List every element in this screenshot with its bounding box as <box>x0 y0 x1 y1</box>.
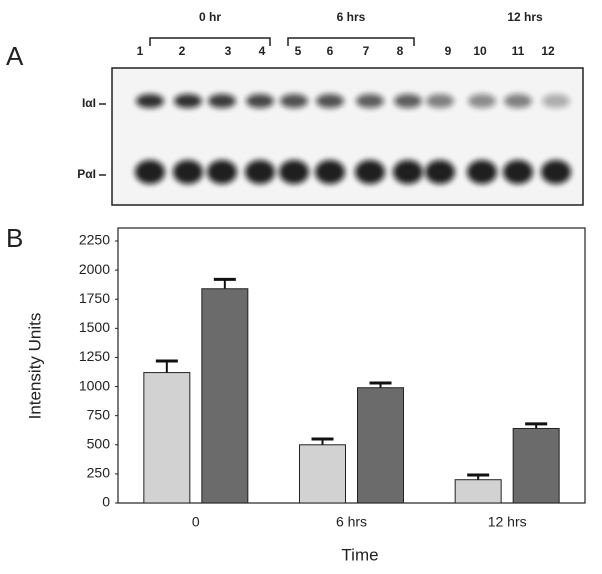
band <box>426 94 454 108</box>
plot-frame <box>117 227 586 504</box>
y-tick-label: 2250 <box>79 232 110 248</box>
x-tick-label: 6 hrs <box>336 514 367 530</box>
group-label: 0 hr <box>199 10 221 24</box>
band <box>173 160 203 184</box>
group-label: 12 hrs <box>507 10 543 24</box>
band <box>315 160 345 184</box>
band <box>207 160 237 184</box>
band <box>208 94 236 108</box>
y-tick-label: 1750 <box>79 290 110 306</box>
row-label: IαI <box>82 96 96 110</box>
band <box>135 160 165 184</box>
lane-number: 12 <box>541 44 555 58</box>
band <box>174 94 202 108</box>
bar <box>299 444 346 504</box>
panel-label: A <box>6 41 24 71</box>
x-tick-label: 12 hrs <box>488 514 527 530</box>
band <box>467 160 497 184</box>
lane-number: 7 <box>363 44 370 58</box>
gel-frame <box>111 67 584 206</box>
x-tick-label: 0 <box>192 514 200 530</box>
y-tick-label: 0 <box>102 494 110 510</box>
x-axis-label: Time <box>341 545 378 564</box>
band <box>468 94 496 108</box>
lane-number: 1 <box>137 44 144 58</box>
lane-number: 5 <box>295 44 302 58</box>
y-axis-label: Intensity Units <box>25 313 44 420</box>
y-tick-label: 2000 <box>79 261 110 277</box>
band <box>356 94 384 108</box>
lane-number: 2 <box>179 44 186 58</box>
lane-number: 6 <box>327 44 334 58</box>
bar <box>512 427 560 504</box>
band <box>425 160 455 184</box>
band <box>393 160 423 184</box>
lane-number: 10 <box>473 44 487 58</box>
gel <box>135 94 571 184</box>
bracket <box>149 37 271 46</box>
y-tick-label: 1250 <box>79 348 110 364</box>
y-tick-label: 250 <box>87 465 111 481</box>
panel-label: B <box>6 223 23 253</box>
band <box>279 160 309 184</box>
band <box>503 160 533 184</box>
y-tick-label: 750 <box>87 406 111 422</box>
group-label: 6 hrs <box>337 10 366 24</box>
band <box>316 94 344 108</box>
band <box>542 94 570 108</box>
row-label: PαI <box>77 167 96 181</box>
y-tick-label: 500 <box>87 435 111 451</box>
lane-number: 9 <box>445 44 452 58</box>
band <box>246 94 274 108</box>
bracket <box>287 37 415 46</box>
bar <box>357 387 404 504</box>
band <box>541 160 571 184</box>
bar <box>143 372 191 504</box>
band <box>280 94 308 108</box>
bar <box>454 479 502 504</box>
lane-number: 4 <box>259 44 266 58</box>
lane-number: 11 <box>512 44 525 58</box>
band <box>136 94 164 108</box>
band <box>504 94 532 108</box>
lane-number: 3 <box>225 44 232 58</box>
band <box>245 160 275 184</box>
bar <box>201 288 249 504</box>
band <box>355 160 385 184</box>
y-tick-label: 1500 <box>79 319 110 335</box>
band <box>394 94 422 108</box>
lane-number: 8 <box>397 44 404 58</box>
y-tick-label: 1000 <box>79 377 110 393</box>
